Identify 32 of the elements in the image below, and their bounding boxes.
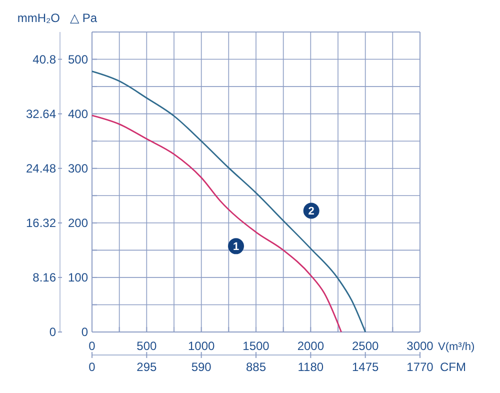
y2-tick-label: 32.64 [26,107,56,122]
y2-tick-label: 24.48 [26,162,56,176]
y2-axis-title: mmH₂O [17,11,60,25]
y-axis-title: △ Pa [70,11,98,25]
x2-tick-label: 590 [191,360,212,374]
line-series [91,114,342,333]
x-tick-label: 500 [136,339,157,353]
y-tick-label: 200 [68,216,88,230]
x-tick-label: 1500 [242,339,270,353]
y2-tick-label: 8.16 [32,270,56,285]
y-tick-label: 100 [68,270,88,285]
x2-tick-label: 885 [246,360,266,374]
x2-axis-title: CFM [440,360,466,374]
x-tick-label: 1000 [188,339,216,353]
series-label: 2 [308,206,314,218]
y-tick-label: 400 [68,107,88,122]
x2-tick-label: 1475 [352,360,380,374]
y-tick-label: 500 [68,52,88,66]
x2-tick-label: 1180 [298,360,324,374]
y2-tick-label: 40.8 [32,52,56,66]
series-label: 1 [232,241,240,254]
x2-tick-label: 295 [136,360,157,374]
y-tick-label: 0 [81,325,88,340]
y-tick-label: 300 [68,162,88,176]
x2-tick-label: 1770 [406,360,434,374]
x-tick-label: 2000 [297,339,324,353]
line-series [91,70,366,333]
y2-tick-label: 16.32 [26,216,56,230]
x-tick-label: 3000 [406,339,434,353]
y2-tick-label: 0 [49,325,56,340]
x-axis-title: V(m³/h) [438,341,475,353]
x-tick-label: 2500 [352,339,380,353]
